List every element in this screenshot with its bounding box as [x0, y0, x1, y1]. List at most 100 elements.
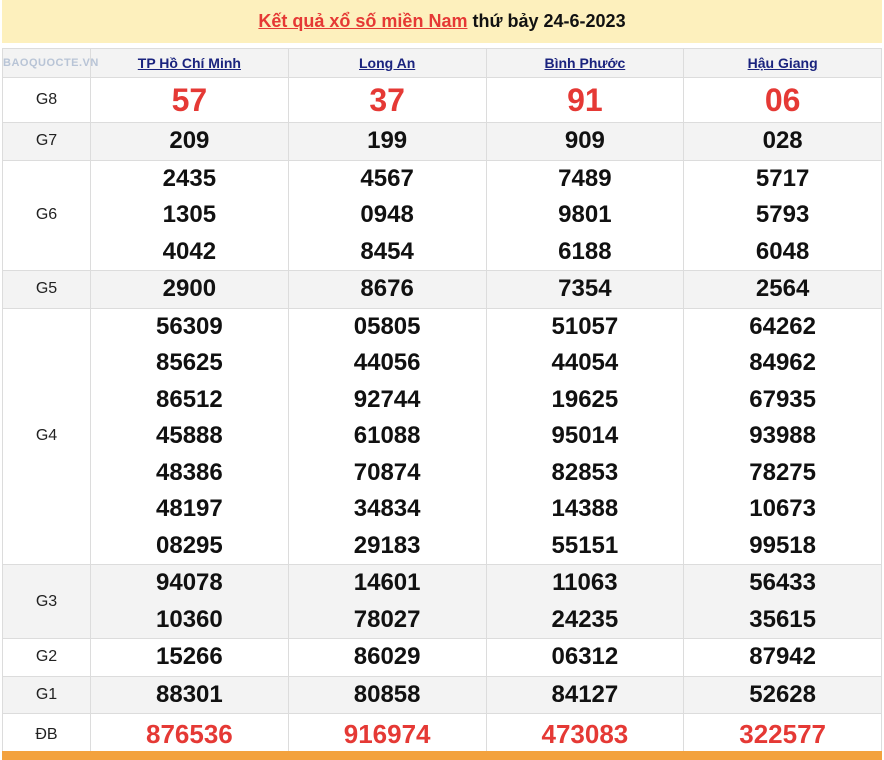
prize-number: 2435 [162, 164, 217, 192]
prize-row: G3 94078 10360 14601 78027 11063 24235 56433 356… [2, 564, 882, 639]
page-title: Kết quả xổ số miền Nam thứ bảy 24-6-2023 [2, 0, 882, 43]
province-link[interactable]: Hậu Giang [747, 55, 818, 71]
prize-number: 80858 [353, 680, 421, 708]
prize-cell: 2435 1305 4042 [90, 159, 289, 271]
prize-number: 45888 [156, 422, 223, 449]
prize-number: 64262 [749, 312, 816, 340]
prize-number: 57 [171, 82, 208, 118]
prize-cell: 209 [90, 122, 289, 161]
prize-cell: 56433 35615 [683, 564, 882, 639]
province-link[interactable]: Long An [359, 55, 416, 71]
prize-number: 028 [762, 127, 803, 154]
prize-row: G4 56309 85625 86512 45888 48386 48197 08295 058… [2, 307, 882, 565]
prize-number: 10673 [749, 495, 816, 522]
prize-number: 14388 [551, 495, 619, 522]
prize-label: G5 [2, 270, 91, 309]
prize-cell: 57 [90, 77, 289, 123]
prize-number: 86029 [353, 643, 421, 670]
prize-number: 99518 [749, 531, 816, 559]
prize-cell: 2564 [683, 270, 882, 309]
prize-number: 15266 [156, 643, 223, 670]
prize-cell: 15266 [90, 638, 289, 677]
prize-cell: 14601 78027 [287, 564, 487, 639]
prize-cell: 909 [485, 122, 685, 161]
province-link[interactable]: TP Hồ Chí Minh [137, 55, 241, 71]
prize-number: 29183 [353, 531, 421, 559]
province-link[interactable]: Bình Phước [544, 55, 626, 71]
prize-number: 2564 [755, 275, 810, 302]
prize-cell: 876536 [90, 713, 289, 756]
prize-number: 322577 [739, 719, 826, 749]
prize-row: G1 88301 80858 84127 52628 [2, 675, 882, 714]
title-link[interactable]: Kết quả xổ số miền Nam [258, 11, 468, 31]
prize-number: 08295 [156, 531, 223, 559]
prize-number: 84962 [749, 349, 816, 376]
prize-cell: 4567 0948 8454 [287, 159, 487, 271]
prize-label: ĐB [2, 713, 91, 756]
prize-number: 87942 [749, 643, 816, 670]
prize-number: 209 [169, 127, 210, 154]
prize-number: 86512 [156, 385, 223, 413]
prize-number: 85625 [156, 349, 223, 376]
prize-number: 93988 [749, 422, 816, 449]
prize-number: 7354 [558, 275, 612, 302]
prize-number: 19625 [551, 385, 619, 413]
prize-number: 37 [369, 82, 405, 118]
bottom-bar [2, 751, 882, 760]
prize-number: 8676 [360, 275, 414, 302]
prize-number: 6048 [755, 237, 810, 265]
prize-number: 94078 [156, 569, 223, 596]
prize-number: 916974 [343, 719, 431, 749]
prize-number: 52628 [749, 680, 816, 708]
prize-number: 4042 [162, 237, 217, 265]
prize-number: 909 [564, 127, 605, 154]
prize-cell: 05805 44056 92744 61088 70874 34834 29183 [287, 307, 487, 565]
prize-label: G8 [2, 77, 91, 123]
prize-label: G4 [2, 307, 91, 565]
prize-number: 35615 [749, 605, 816, 633]
prize-cell: 87942 [683, 638, 882, 677]
prize-number: 4567 [360, 164, 414, 192]
prize-cell: 88301 [90, 675, 289, 714]
prize-number: 48386 [156, 458, 223, 486]
prize-row: G7 209 199 909 028 [2, 122, 882, 161]
prize-cell: 2900 [90, 270, 289, 309]
prize-number: 48197 [156, 495, 223, 522]
prize-number: 05805 [353, 312, 421, 340]
corner-cell: BAOQUOCTE.VN [2, 48, 98, 78]
prize-row: ĐB 876536 916974 473083 322577 [2, 713, 882, 756]
prize-number: 84127 [551, 680, 619, 708]
prize-number: 10360 [156, 605, 223, 633]
prize-row: G2 15266 86029 06312 87942 [2, 638, 882, 677]
prize-cell: 64262 84962 67935 93988 78275 10673 99518 [683, 307, 882, 565]
prize-number: 55151 [551, 531, 619, 559]
prize-number: 11063 [552, 569, 618, 596]
prize-cell: 8676 [287, 270, 487, 309]
prize-cell: 06 [683, 77, 882, 123]
prize-number: 34834 [353, 495, 421, 522]
prize-row: G5 2900 8676 7354 2564 [2, 270, 882, 309]
prize-cell: 94078 10360 [90, 564, 289, 639]
prize-cell: 51057 44054 19625 95014 82853 14388 55151 [485, 307, 685, 565]
prize-number: 6188 [558, 237, 612, 265]
prize-number: 67935 [749, 385, 816, 413]
prize-number: 0948 [360, 201, 414, 228]
prize-number: 2900 [162, 275, 217, 302]
prize-label: G2 [2, 638, 91, 677]
prize-number: 8454 [360, 237, 414, 265]
prize-number: 06312 [551, 643, 619, 670]
prize-number: 88301 [156, 680, 223, 708]
prize-cell: 473083 [485, 713, 685, 756]
prize-cell: 80858 [287, 675, 487, 714]
prize-number: 1305 [162, 201, 217, 228]
prize-number: 78275 [749, 458, 816, 486]
prize-number: 56309 [156, 312, 223, 340]
prize-number: 199 [367, 127, 408, 154]
prize-cell: 11063 24235 [485, 564, 685, 639]
prize-number: 61088 [353, 422, 421, 449]
prize-cell: 7354 [485, 270, 685, 309]
prize-cell: 916974 [287, 713, 487, 756]
prize-number: 876536 [145, 719, 233, 749]
prize-cell: 06312 [485, 638, 685, 677]
prize-row: G8 57 37 91 06 [2, 77, 882, 123]
